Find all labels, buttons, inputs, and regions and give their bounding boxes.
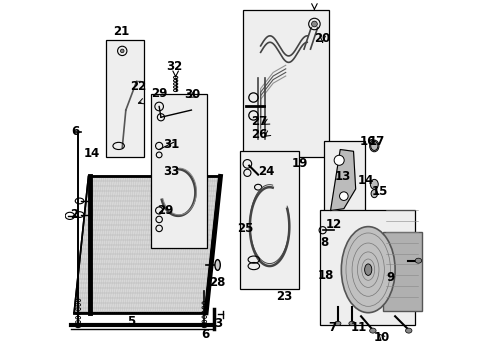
Text: 31: 31	[163, 138, 179, 150]
Text: 32: 32	[166, 60, 183, 73]
Text: 24: 24	[257, 165, 274, 177]
Bar	[240, 151, 299, 289]
Text: 5: 5	[127, 315, 135, 328]
Text: 29: 29	[151, 87, 167, 100]
Circle shape	[339, 192, 347, 201]
Ellipse shape	[369, 328, 375, 333]
Text: 1: 1	[83, 147, 91, 159]
Ellipse shape	[369, 140, 378, 152]
Ellipse shape	[214, 260, 220, 270]
Text: 30: 30	[184, 88, 200, 101]
Text: 14: 14	[357, 174, 373, 187]
Ellipse shape	[369, 179, 378, 189]
Bar	[319, 211, 414, 325]
Circle shape	[333, 155, 344, 165]
Ellipse shape	[341, 226, 394, 313]
Text: 27: 27	[250, 116, 267, 129]
Text: 20: 20	[314, 32, 330, 45]
Bar	[151, 94, 206, 248]
Text: 17: 17	[368, 135, 385, 148]
Text: 6: 6	[71, 125, 79, 138]
Text: 12: 12	[325, 218, 341, 231]
Text: 26: 26	[250, 127, 267, 141]
Text: 29: 29	[156, 204, 173, 217]
Text: 9: 9	[386, 271, 394, 284]
Ellipse shape	[348, 321, 355, 325]
Text: 4: 4	[90, 147, 99, 159]
Bar	[382, 232, 421, 311]
Text: 21: 21	[112, 26, 129, 39]
Polygon shape	[330, 149, 355, 211]
Text: 28: 28	[208, 276, 224, 289]
Text: 15: 15	[371, 185, 387, 198]
Ellipse shape	[414, 258, 421, 263]
Bar	[242, 10, 328, 157]
Ellipse shape	[364, 264, 371, 275]
Text: 16: 16	[359, 135, 375, 148]
Text: 33: 33	[163, 165, 179, 177]
Ellipse shape	[370, 141, 377, 150]
Text: 11: 11	[350, 321, 366, 334]
Polygon shape	[74, 176, 219, 313]
Text: 25: 25	[237, 222, 253, 235]
Text: 3: 3	[214, 317, 223, 330]
Circle shape	[311, 21, 317, 27]
Text: 10: 10	[373, 330, 389, 343]
Text: 13: 13	[334, 170, 350, 183]
Text: 7: 7	[327, 321, 336, 334]
Text: 19: 19	[291, 157, 307, 170]
Bar	[324, 140, 365, 218]
Text: 2: 2	[70, 208, 78, 221]
Ellipse shape	[370, 190, 377, 198]
Ellipse shape	[405, 328, 411, 333]
Circle shape	[120, 49, 124, 53]
Text: 8: 8	[319, 236, 327, 249]
Text: 23: 23	[275, 290, 291, 303]
Bar	[106, 40, 144, 157]
Ellipse shape	[334, 321, 340, 325]
Text: 6: 6	[201, 328, 209, 341]
Text: 22: 22	[130, 80, 146, 93]
Text: 18: 18	[317, 269, 334, 282]
